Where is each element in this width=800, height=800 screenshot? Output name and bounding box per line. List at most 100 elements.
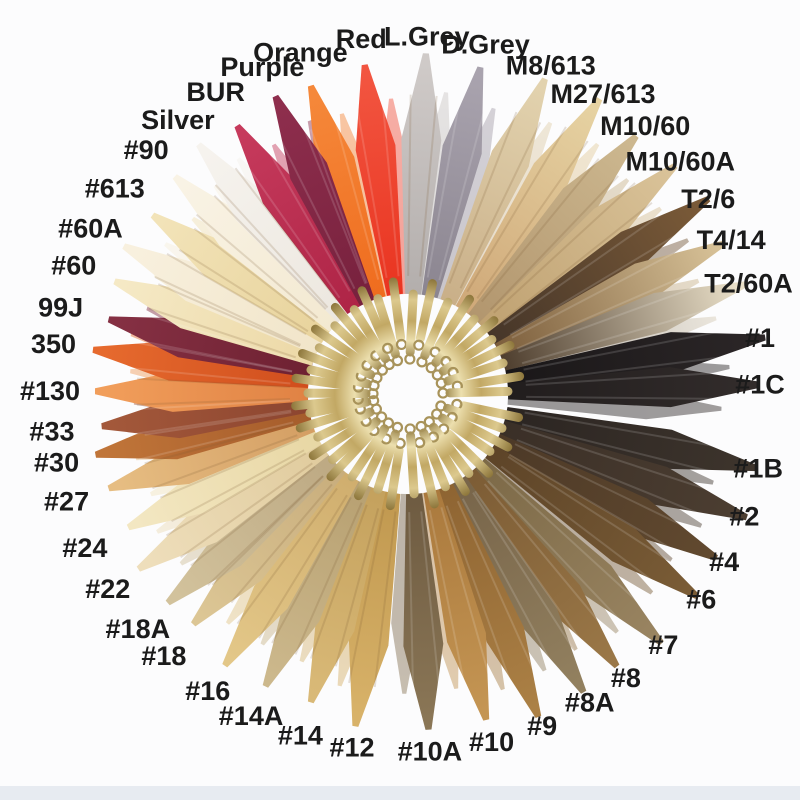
swatch-label: #18A <box>106 614 171 644</box>
gold-loop-icon <box>404 353 416 365</box>
hair-swatch <box>423 489 490 721</box>
gold-clasp-icon <box>326 431 374 482</box>
hair-streak <box>141 399 291 410</box>
hair-streak <box>508 453 674 551</box>
hair-swatch <box>150 212 331 344</box>
gold-loop-icon <box>423 416 435 428</box>
hair-swatch <box>505 332 766 387</box>
gold-clasp-icon <box>459 401 524 422</box>
hair-streak <box>334 508 380 667</box>
gold-clasp-icon <box>330 302 376 355</box>
gold-loop-icon <box>371 372 383 384</box>
hair-swatch <box>401 53 442 295</box>
hair-swatch <box>462 468 620 669</box>
hair-swatch <box>507 367 760 408</box>
hair-swatch <box>234 124 361 314</box>
gold-clasp-icon <box>291 373 357 391</box>
hair-swatch <box>485 444 699 599</box>
gold-clasp-icon <box>357 286 390 347</box>
hair-streak <box>134 409 292 435</box>
swatch-label: M8/613 <box>506 51 596 81</box>
gold-clasp-icon <box>405 289 418 357</box>
hair-streak <box>525 371 718 386</box>
gold-clasps-layer <box>291 277 525 511</box>
hair-streak <box>234 167 338 301</box>
swatch-label: Orange <box>253 38 348 68</box>
swatch-label: T4/14 <box>697 225 766 255</box>
swatch-labels-layer: OrangeRedL.GreyD.GreyM8/613M27/613M10/60… <box>20 21 793 766</box>
gold-clasp-icon <box>442 403 507 433</box>
hair-streak <box>516 272 692 350</box>
hair-swatch <box>107 416 315 492</box>
swatch-label: #9 <box>527 711 557 741</box>
hair-swatch <box>196 142 350 323</box>
gold-clasp-icon <box>419 428 450 492</box>
gold-clasp-icon <box>445 386 513 398</box>
swatch-label: #90 <box>124 135 169 165</box>
hair-streak <box>279 139 356 290</box>
hair-streak <box>518 283 703 353</box>
gold-clasp-icon <box>453 416 513 452</box>
hair-streak <box>348 509 385 684</box>
gold-clasp-icon <box>416 444 439 509</box>
swatch-label: #10A <box>398 736 463 766</box>
hair-swatch <box>440 77 548 306</box>
swatch-label: #8 <box>611 663 641 693</box>
swatch-label: T2/60A <box>704 268 793 298</box>
gold-loop-icon <box>382 417 395 429</box>
hair-streak <box>154 276 301 346</box>
hair-streak <box>500 465 656 584</box>
hair-swatch <box>355 64 403 296</box>
hair-streak <box>503 209 667 326</box>
swatch-label: L.Grey <box>384 21 470 51</box>
swatch-label: #8A <box>565 687 615 717</box>
hair-streak <box>526 395 719 400</box>
gold-clasp-icon <box>306 365 372 389</box>
hair-streak <box>178 248 309 333</box>
hair-swatch <box>348 491 401 727</box>
hair-streak <box>461 498 553 664</box>
hair-streak <box>525 355 726 383</box>
hair-streak <box>166 253 307 336</box>
hair-swatch <box>191 461 346 627</box>
gold-clasp-icon <box>353 440 388 501</box>
hair-streak <box>230 483 333 604</box>
swatch-label: #12 <box>329 733 374 763</box>
gold-clasp-icon <box>431 314 479 368</box>
hair-swatch <box>473 458 664 646</box>
hair-streak <box>523 330 722 371</box>
gold-loop-icon <box>416 356 428 368</box>
swatch-label: D.Grey <box>441 29 530 59</box>
swatch-label: #18 <box>141 641 186 671</box>
hair-streak <box>509 231 681 336</box>
gold-clasp-icon <box>434 294 475 351</box>
gold-clasp-icon <box>429 422 474 478</box>
hair-swatch <box>307 487 386 704</box>
hair-swatch <box>421 66 484 299</box>
gold-clasp-icon <box>420 297 453 360</box>
swatch-label: BUR <box>186 77 245 107</box>
hair-swatch <box>455 97 603 315</box>
swatch-label: Purple <box>220 52 304 82</box>
gold-loop-icon <box>404 423 416 435</box>
gold-clasp-icon <box>437 413 495 456</box>
hair-streak <box>373 511 397 688</box>
swatch-label: #16 <box>185 676 230 706</box>
hair-swatch <box>122 243 323 355</box>
gold-clasp-icon <box>459 371 525 390</box>
hair-swatch <box>272 94 375 306</box>
swatch-label: #1B <box>733 453 783 483</box>
hair-swatch <box>468 133 639 325</box>
gold-loop-icon <box>435 377 447 389</box>
swatch-label: #1 <box>745 323 775 353</box>
hair-streak <box>145 341 293 373</box>
hair-streak <box>445 505 512 684</box>
gold-clasp-icon <box>388 277 406 342</box>
hair-swatch <box>107 316 313 378</box>
hair-streak <box>448 111 518 284</box>
gold-clasp-icon <box>330 321 382 370</box>
hair-streak <box>472 492 575 651</box>
gold-loop-icon <box>383 358 395 371</box>
gold-clasp-icon <box>385 445 404 511</box>
swatch-label: #613 <box>85 174 145 204</box>
